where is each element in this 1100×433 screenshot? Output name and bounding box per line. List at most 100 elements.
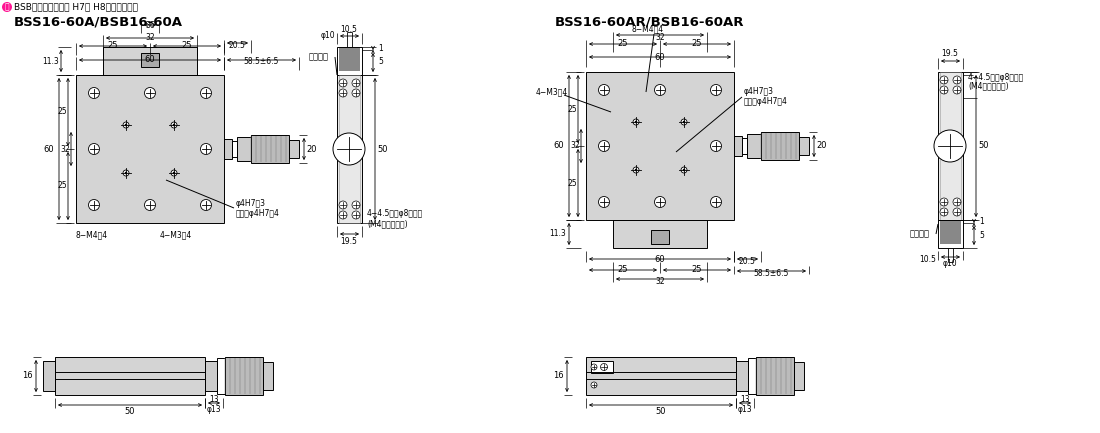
Text: 10.5: 10.5 xyxy=(341,25,358,33)
Bar xyxy=(938,220,962,248)
Text: 50: 50 xyxy=(979,142,989,151)
Circle shape xyxy=(352,79,360,87)
Bar xyxy=(748,358,756,394)
Circle shape xyxy=(940,86,948,94)
Circle shape xyxy=(333,133,365,165)
Text: 16: 16 xyxy=(22,372,32,381)
Bar xyxy=(736,361,748,391)
Text: 50: 50 xyxy=(656,407,667,417)
Bar xyxy=(217,358,226,394)
Circle shape xyxy=(352,89,360,97)
Text: 裏ヨりφ4H7深4: 裏ヨりφ4H7深4 xyxy=(744,97,788,107)
Bar xyxy=(289,140,299,158)
Bar xyxy=(734,136,742,156)
Text: 60: 60 xyxy=(654,52,666,61)
Text: 8−M4深4: 8−M4深4 xyxy=(76,230,108,239)
Circle shape xyxy=(200,87,211,98)
Circle shape xyxy=(144,200,155,210)
Circle shape xyxy=(711,197,722,207)
Bar xyxy=(232,141,236,157)
Text: 32: 32 xyxy=(570,142,580,151)
Bar xyxy=(651,230,669,244)
Bar xyxy=(756,357,794,395)
Circle shape xyxy=(953,76,961,84)
Bar xyxy=(205,361,217,391)
Circle shape xyxy=(940,208,948,216)
Bar xyxy=(651,230,669,244)
Circle shape xyxy=(591,364,597,370)
Text: 32: 32 xyxy=(656,278,664,287)
Circle shape xyxy=(2,2,12,12)
Circle shape xyxy=(88,87,99,98)
Bar xyxy=(224,139,232,159)
Text: 11.3: 11.3 xyxy=(550,229,566,239)
Bar xyxy=(337,75,362,223)
Bar xyxy=(591,361,613,373)
Bar xyxy=(938,72,962,220)
Circle shape xyxy=(170,122,177,128)
Bar xyxy=(226,357,263,395)
Bar xyxy=(940,220,961,244)
Bar xyxy=(938,72,962,220)
Text: 4−4.5キリφ8ザグリ: 4−4.5キリφ8ザグリ xyxy=(968,72,1024,81)
Circle shape xyxy=(173,124,175,126)
Circle shape xyxy=(632,119,639,125)
Bar xyxy=(263,362,273,390)
Bar xyxy=(794,362,804,390)
Circle shape xyxy=(681,167,688,173)
Circle shape xyxy=(339,89,346,97)
Text: 11.3: 11.3 xyxy=(43,56,59,65)
Text: 25: 25 xyxy=(618,265,628,275)
Bar xyxy=(337,75,362,223)
Bar xyxy=(747,134,761,158)
Text: ⓘ: ⓘ xyxy=(4,3,9,12)
Text: 19.5: 19.5 xyxy=(942,49,958,58)
Bar xyxy=(756,357,794,395)
Text: 25: 25 xyxy=(57,181,67,191)
Text: 32: 32 xyxy=(145,33,155,42)
Bar xyxy=(141,53,160,67)
Circle shape xyxy=(632,167,639,173)
Circle shape xyxy=(598,84,609,96)
Text: 25: 25 xyxy=(618,39,628,48)
Circle shape xyxy=(339,211,346,219)
Circle shape xyxy=(940,198,948,206)
Bar xyxy=(236,137,251,161)
Text: 25: 25 xyxy=(568,104,576,113)
Text: 20.5: 20.5 xyxy=(229,41,245,49)
Text: (M4用ボルト稴): (M4用ボルト稴) xyxy=(367,220,408,229)
Circle shape xyxy=(683,121,685,123)
Text: 5: 5 xyxy=(378,58,384,67)
Text: 19.5: 19.5 xyxy=(341,236,358,246)
Text: φ10: φ10 xyxy=(320,32,336,41)
Text: 58.5±6.5: 58.5±6.5 xyxy=(243,58,278,67)
Text: 裏ヨりφ4H7深4: 裏ヨりφ4H7深4 xyxy=(236,209,279,217)
Circle shape xyxy=(953,198,961,206)
Circle shape xyxy=(170,170,177,176)
Text: 4−4.5キリφ8ザグリ: 4−4.5キリφ8ザグリ xyxy=(367,209,424,217)
Circle shape xyxy=(711,140,722,152)
Text: 25: 25 xyxy=(692,39,702,48)
Circle shape xyxy=(681,119,688,125)
Bar xyxy=(103,47,197,75)
Bar xyxy=(141,53,160,67)
Bar xyxy=(339,47,360,71)
Text: φ10: φ10 xyxy=(943,259,957,268)
Bar xyxy=(76,75,224,223)
Circle shape xyxy=(953,86,961,94)
Bar xyxy=(289,140,299,158)
Circle shape xyxy=(711,84,722,96)
Text: クランプ: クランプ xyxy=(910,229,930,239)
Text: 60: 60 xyxy=(145,55,155,65)
Bar xyxy=(586,72,734,220)
Circle shape xyxy=(940,76,948,84)
Text: φ13: φ13 xyxy=(738,404,752,414)
Text: 60: 60 xyxy=(553,142,564,151)
Circle shape xyxy=(654,197,666,207)
Text: 25: 25 xyxy=(692,265,702,275)
Circle shape xyxy=(934,130,966,162)
Circle shape xyxy=(124,172,128,174)
Text: 20: 20 xyxy=(816,142,827,151)
Bar xyxy=(591,361,613,373)
Text: 10.5: 10.5 xyxy=(920,255,936,264)
